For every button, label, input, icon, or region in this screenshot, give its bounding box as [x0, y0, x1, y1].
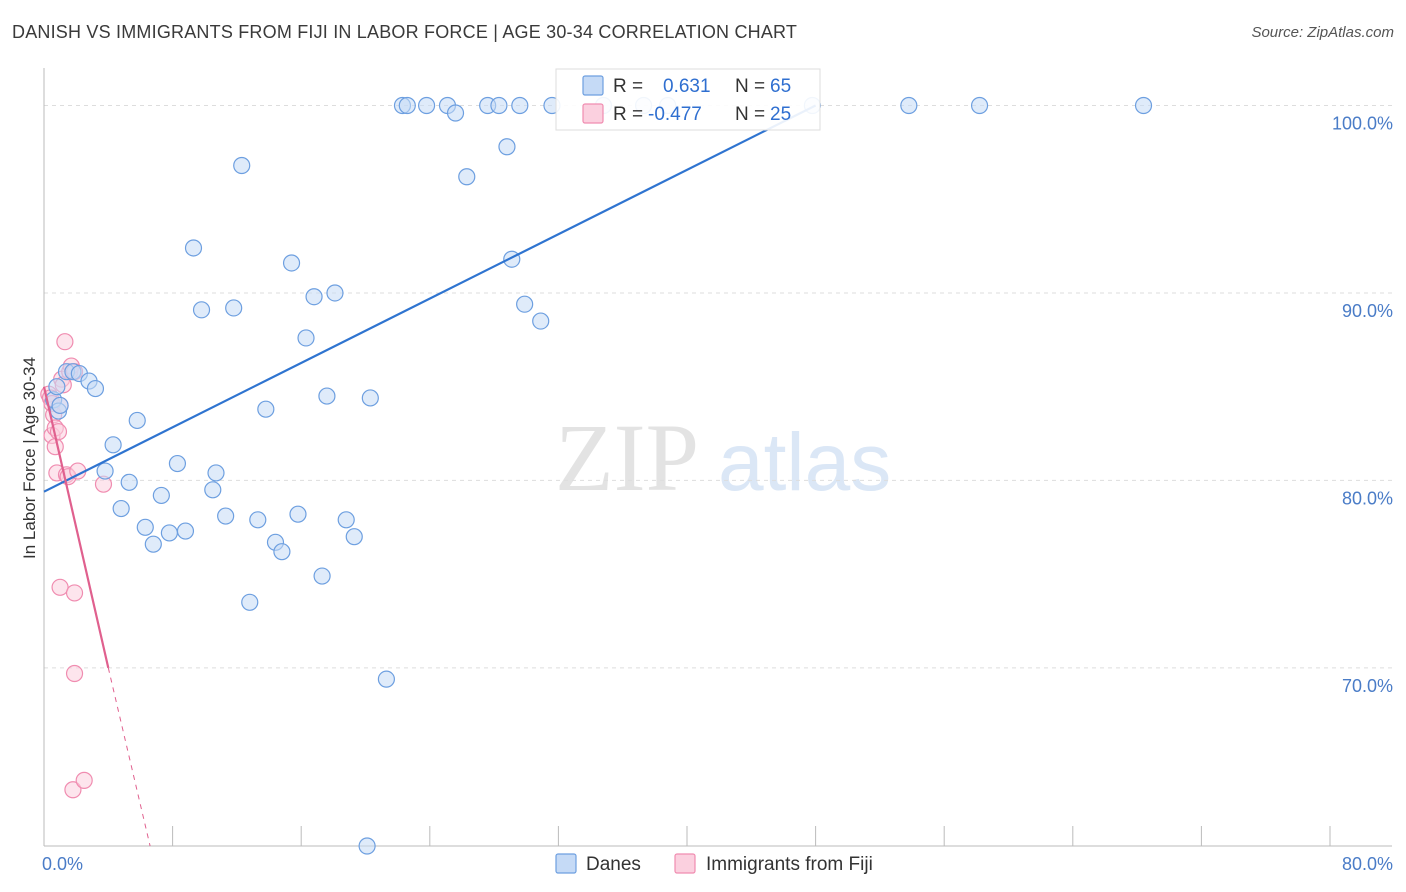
danes-point-55 [516, 295, 534, 313]
danes-point-20 [184, 239, 203, 257]
y-axis-label: In Labor Force | Age 30-34 [20, 357, 39, 559]
danes-point-10 [104, 436, 122, 454]
danes-point-21 [192, 301, 211, 319]
legend-danes-n-label: N = [735, 76, 765, 97]
fiji-point-19 [51, 578, 69, 596]
danes-point-41 [358, 837, 376, 855]
danes-point-27 [241, 593, 259, 611]
legend-danes-n-value: 65 [770, 76, 791, 97]
danes-point-46 [417, 96, 436, 115]
danes-point-12 [120, 473, 138, 491]
danes-point-25 [225, 299, 243, 317]
danes-point-45 [398, 96, 416, 115]
danes-point-37 [318, 387, 336, 405]
danes-point-29 [257, 400, 275, 418]
danes-point-39 [337, 511, 355, 529]
source-label: Source: ZipAtlas.com [1251, 24, 1394, 41]
y-tick-label-1: 80.0% [1342, 488, 1393, 508]
watermark-atlas: atlas [718, 417, 891, 508]
legend-swatch-fiji [582, 103, 604, 124]
chart-title: DANISH VS IMMIGRANTS FROM FIJI IN LABOR … [12, 22, 798, 42]
danes-point-8 [86, 379, 105, 398]
danes-point-9 [96, 462, 114, 480]
danes-point-42 [361, 389, 379, 407]
danes-point-1 [48, 378, 66, 396]
danes-point-22 [204, 481, 222, 499]
bottom-legend-fiji: Immigrants from Fiji [706, 854, 873, 875]
x-tick-labels: 0.0% 80.0% [42, 854, 1393, 874]
y-tick-labels: 70.0% 80.0% 90.0% 100.0% [1332, 113, 1393, 695]
danes-point-33 [289, 505, 307, 523]
danes-point-40 [345, 528, 363, 546]
fiji-point-12 [56, 333, 74, 351]
legend-danes-r-label: R = [613, 76, 643, 97]
danes-point-31 [273, 543, 291, 561]
legend-fiji-n-value: 25 [770, 104, 791, 125]
danes-point-51 [490, 96, 508, 115]
fiji-point-21 [65, 664, 84, 683]
legend-swatch-danes [582, 75, 604, 96]
legend-fiji-n-label: N = [735, 104, 765, 125]
danes-point-43 [377, 670, 395, 688]
danes-point-48 [446, 104, 465, 122]
danes-point-63 [970, 96, 989, 115]
danes-point-18 [168, 454, 187, 473]
danes-point-13 [128, 411, 146, 430]
stats-legend: R = 0.631 N = 65 R = -0.477 N = 25 [555, 68, 821, 131]
grid-lines [43, 104, 1392, 846]
fiji-point-23 [75, 771, 93, 789]
danes-point-38 [326, 284, 344, 302]
danes-point-28 [249, 511, 267, 529]
danes-point-19 [176, 522, 195, 540]
bottom-legend-swatch-danes [555, 853, 577, 874]
x-tick-label-1: 80.0% [1342, 854, 1393, 874]
danes-point-15 [144, 535, 162, 553]
fiji-point-22 [64, 781, 82, 799]
danes-point-34 [297, 329, 315, 347]
danes-point-56 [532, 312, 550, 330]
danes-trend-line [43, 104, 817, 493]
danes-point-3 [51, 396, 69, 415]
fiji-trend-extension [107, 667, 151, 847]
danes-point-16 [152, 486, 170, 505]
watermark: ZIP atlas [555, 404, 891, 511]
danes-point-32 [282, 254, 301, 272]
legend-fiji-r-label: R = [613, 104, 643, 125]
danes-point-49 [458, 168, 476, 186]
fiji-point-20 [65, 584, 84, 602]
watermark-zip: ZIP [555, 404, 699, 511]
bottom-legend-danes: Danes [586, 854, 641, 875]
legend-danes-r-value: 0.631 [663, 76, 711, 97]
danes-point-52 [498, 138, 516, 156]
danes-point-64 [1134, 96, 1153, 115]
y-tick-label-0: 70.0% [1342, 676, 1393, 696]
danes-point-54 [511, 96, 529, 115]
fiji-point-6 [46, 438, 64, 456]
danes-point-36 [313, 567, 331, 585]
y-tick-label-2: 90.0% [1342, 301, 1393, 321]
trend-lines [42, 104, 817, 847]
danes-point-62 [900, 96, 918, 115]
danes-point-14 [136, 518, 154, 536]
y-tick-label-3: 100.0% [1332, 113, 1393, 133]
danes-point-23 [207, 464, 225, 482]
axes [43, 68, 1392, 847]
danes-point-24 [217, 507, 235, 525]
bottom-legend: Danes Immigrants from Fiji [555, 853, 873, 875]
bottom-legend-swatch-fiji [674, 853, 696, 874]
danes-point-17 [160, 524, 178, 542]
danes-point-35 [305, 288, 323, 306]
danes-point-26 [233, 156, 251, 175]
legend-fiji-r-value: -0.477 [648, 104, 702, 125]
x-tick-label-0: 0.0% [42, 854, 83, 874]
danes-point-11 [112, 499, 130, 518]
fiji-trend-line [42, 386, 110, 669]
